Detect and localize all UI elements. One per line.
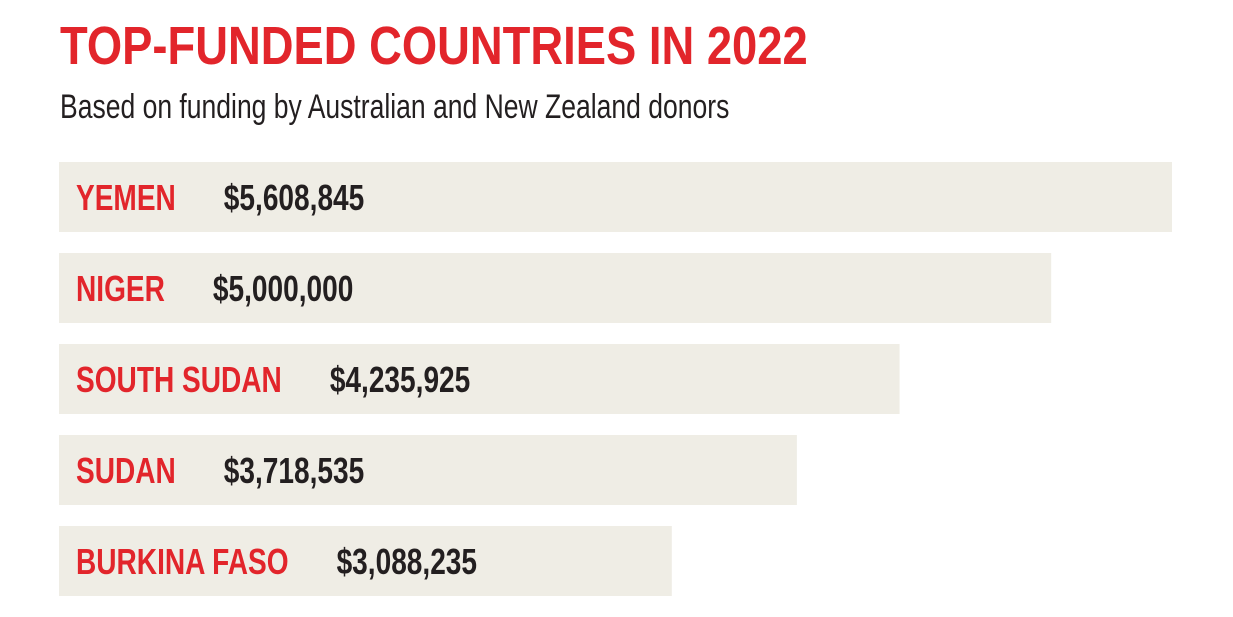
bar (59, 344, 900, 414)
value-label: $3,088,235 (337, 542, 478, 582)
bar (59, 162, 1172, 232)
value-label: $5,000,000 (213, 269, 353, 309)
bar-row: NIGER $5,000,000 (59, 253, 1052, 323)
value-label: $5,608,845 (224, 178, 365, 218)
category-label: NIGER (76, 269, 165, 309)
category-label: BURKINA FASO (76, 542, 289, 582)
bar-row: BURKINA FASO $3,088,235 (59, 526, 672, 596)
chart-title: TOP-FUNDED COUNTRIES IN 2022 (60, 16, 808, 76)
bar-row: SOUTH SUDAN $4,235,925 (59, 344, 900, 414)
bar-row: SUDAN $3,718,535 (59, 435, 797, 505)
category-label: YEMEN (76, 178, 176, 218)
value-label: $4,235,925 (330, 360, 471, 400)
category-label: SOUTH SUDAN (76, 360, 282, 400)
bar (59, 435, 797, 505)
bar-row: YEMEN $5,608,845 (59, 162, 1172, 232)
category-label: SUDAN (76, 451, 176, 491)
bar (59, 526, 672, 596)
chart-subtitle: Based on funding by Australian and New Z… (60, 88, 730, 126)
value-label: $3,718,535 (224, 451, 365, 491)
bar (59, 253, 1052, 323)
